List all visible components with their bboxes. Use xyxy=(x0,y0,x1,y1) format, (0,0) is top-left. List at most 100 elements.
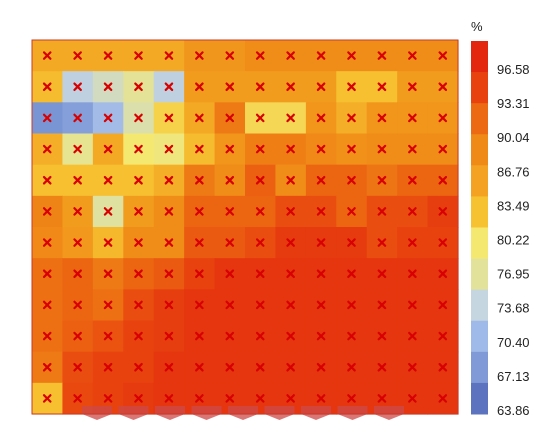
colorbar-tick-label: 93.31 xyxy=(497,96,530,111)
x-marker xyxy=(164,269,174,279)
x-marker xyxy=(42,394,52,403)
x-marker xyxy=(225,394,235,403)
x-marker xyxy=(286,113,295,123)
x-marker xyxy=(316,175,326,185)
x-marker xyxy=(255,300,265,310)
x-marker xyxy=(225,269,235,279)
x-marker xyxy=(42,207,52,216)
x-marker xyxy=(73,175,82,185)
x-marker xyxy=(73,51,82,60)
x-marker xyxy=(377,113,387,123)
x-marker xyxy=(438,175,448,185)
x-marker xyxy=(195,362,204,372)
x-marker xyxy=(408,300,417,310)
x-marker xyxy=(286,394,295,403)
x-marker xyxy=(164,82,174,92)
x-marker xyxy=(316,51,326,60)
bottom-chevron-marker xyxy=(82,406,112,420)
x-marker xyxy=(316,144,326,154)
colorbar-tick-label: 73.68 xyxy=(497,301,530,316)
x-marker xyxy=(377,331,387,341)
x-marker xyxy=(134,269,143,279)
x-marker xyxy=(377,51,387,60)
x-marker xyxy=(73,113,82,123)
x-marker xyxy=(42,331,52,341)
x-marker xyxy=(316,362,326,372)
x-marker xyxy=(164,331,174,341)
x-marker xyxy=(225,113,235,123)
x-marker xyxy=(255,331,265,341)
x-marker xyxy=(316,331,326,341)
x-marker xyxy=(103,175,113,185)
x-marker xyxy=(438,269,448,279)
x-marker xyxy=(195,144,204,154)
x-marker xyxy=(255,144,265,154)
x-marker xyxy=(377,82,387,92)
x-marker xyxy=(134,51,143,60)
x-marker xyxy=(408,144,417,154)
colorbar-segment xyxy=(471,196,488,228)
x-marker xyxy=(286,207,295,216)
x-marker xyxy=(316,238,326,247)
x-marker xyxy=(316,207,326,216)
x-marker xyxy=(255,269,265,279)
x-marker xyxy=(286,300,295,310)
x-marker xyxy=(195,238,204,247)
x-marker xyxy=(103,144,113,154)
x-marker xyxy=(225,82,235,92)
colorbar-segment xyxy=(471,382,488,415)
bottom-chevron-marker xyxy=(374,406,404,420)
colorbar-segment xyxy=(471,351,488,384)
bottom-chevron-marker xyxy=(191,406,222,420)
x-marker xyxy=(347,238,356,247)
x-marker xyxy=(134,331,143,341)
colorbar-segment xyxy=(471,320,488,353)
colorbar-segment xyxy=(471,165,488,197)
x-marker xyxy=(195,51,204,60)
bottom-chevron-marker xyxy=(118,406,149,420)
x-marker xyxy=(42,300,52,310)
x-marker xyxy=(42,175,52,185)
x-marker xyxy=(164,362,174,372)
x-marker xyxy=(103,331,113,341)
colorbar-tick-label: 63.86 xyxy=(497,403,530,418)
x-marker xyxy=(164,113,174,123)
colorbar-segment xyxy=(471,289,488,322)
x-marker xyxy=(225,238,235,247)
x-marker xyxy=(408,362,417,372)
colorbar-segment xyxy=(471,134,488,166)
x-marker xyxy=(225,144,235,154)
x-marker xyxy=(347,331,356,341)
x-marker xyxy=(408,82,417,92)
x-marker xyxy=(255,175,265,185)
x-marker xyxy=(286,331,295,341)
x-marker xyxy=(316,394,326,403)
x-marker xyxy=(195,207,204,216)
bottom-marker-row xyxy=(82,406,404,420)
x-marker xyxy=(73,82,82,92)
x-marker xyxy=(225,362,235,372)
x-marker xyxy=(164,394,174,403)
x-marker xyxy=(347,300,356,310)
x-marker xyxy=(255,113,265,123)
colorbar-tick-label: 83.49 xyxy=(497,198,530,213)
x-marker xyxy=(225,51,235,60)
x-marker xyxy=(438,144,448,154)
x-marker xyxy=(316,269,326,279)
x-marker xyxy=(347,51,356,60)
x-marker xyxy=(255,82,265,92)
x-marker xyxy=(134,394,143,403)
x-marker xyxy=(134,238,143,247)
x-marker xyxy=(225,331,235,341)
x-marker xyxy=(164,207,174,216)
x-marker xyxy=(255,362,265,372)
x-marker xyxy=(377,269,387,279)
x-marker xyxy=(42,238,52,247)
bottom-chevron-marker xyxy=(228,406,258,420)
x-marker xyxy=(103,82,113,92)
x-marker xyxy=(347,362,356,372)
x-marker xyxy=(347,144,356,154)
colorbar-tick-label: 86.76 xyxy=(497,164,530,179)
x-marker xyxy=(377,300,387,310)
